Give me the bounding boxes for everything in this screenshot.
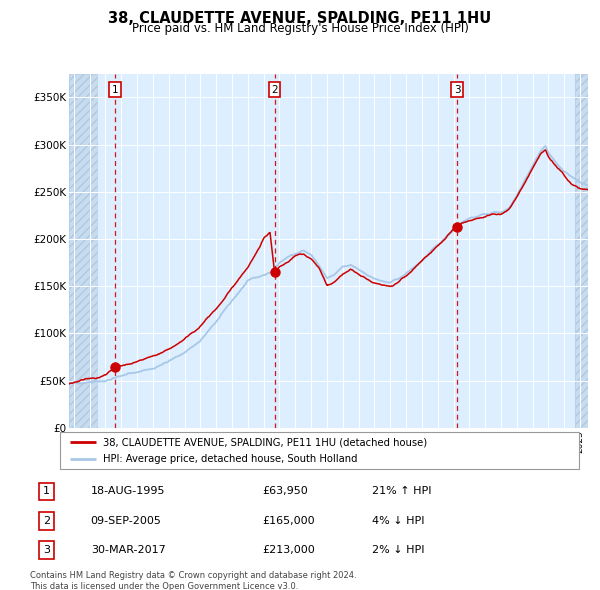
Text: 1: 1 — [112, 85, 119, 94]
Text: Contains HM Land Registry data © Crown copyright and database right 2024.
This d: Contains HM Land Registry data © Crown c… — [30, 571, 356, 590]
Bar — [69, 74, 97, 428]
Bar — [575, 74, 588, 428]
Text: 2: 2 — [271, 85, 278, 94]
Text: 21% ↑ HPI: 21% ↑ HPI — [372, 486, 432, 496]
Text: 18-AUG-1995: 18-AUG-1995 — [91, 486, 165, 496]
Text: 1: 1 — [43, 486, 50, 496]
Text: £213,000: £213,000 — [262, 545, 314, 555]
Text: 2: 2 — [43, 516, 50, 526]
Text: HPI: Average price, detached house, South Holland: HPI: Average price, detached house, Sout… — [103, 454, 357, 464]
Text: 3: 3 — [43, 545, 50, 555]
Text: £63,950: £63,950 — [262, 486, 308, 496]
Bar — [575, 74, 588, 428]
Text: 38, CLAUDETTE AVENUE, SPALDING, PE11 1HU: 38, CLAUDETTE AVENUE, SPALDING, PE11 1HU — [109, 11, 491, 25]
Bar — [69, 74, 97, 428]
Text: Price paid vs. HM Land Registry's House Price Index (HPI): Price paid vs. HM Land Registry's House … — [131, 22, 469, 35]
Text: £165,000: £165,000 — [262, 516, 314, 526]
Text: 30-MAR-2017: 30-MAR-2017 — [91, 545, 166, 555]
Text: 38, CLAUDETTE AVENUE, SPALDING, PE11 1HU (detached house): 38, CLAUDETTE AVENUE, SPALDING, PE11 1HU… — [103, 437, 427, 447]
Text: 2% ↓ HPI: 2% ↓ HPI — [372, 545, 425, 555]
Text: 09-SEP-2005: 09-SEP-2005 — [91, 516, 161, 526]
Text: 4% ↓ HPI: 4% ↓ HPI — [372, 516, 425, 526]
Text: 3: 3 — [454, 85, 461, 94]
